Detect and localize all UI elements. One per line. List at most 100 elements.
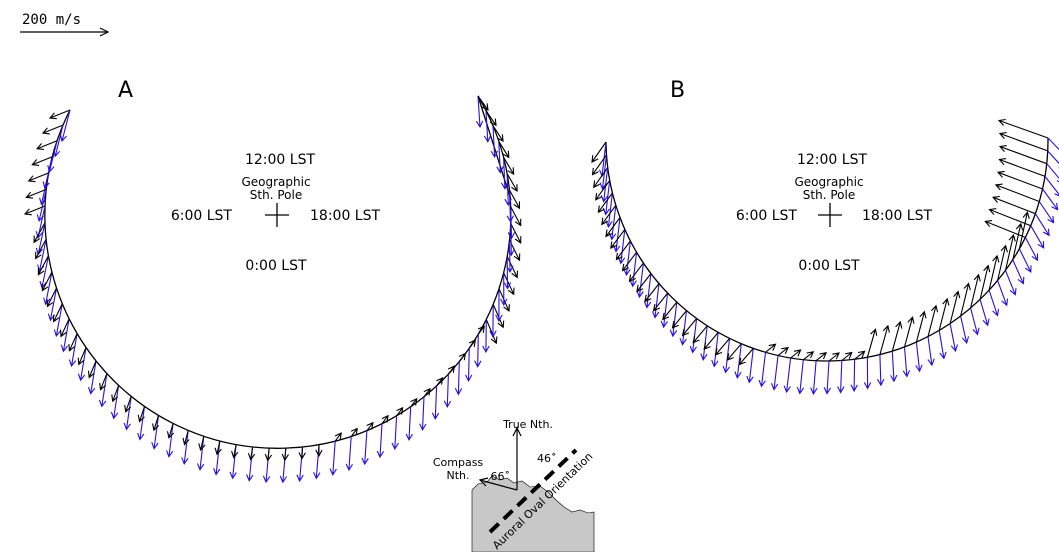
black-vector [994, 183, 1040, 203]
black-vector [927, 304, 939, 337]
blue-vector [1024, 237, 1039, 262]
blue-vector [43, 271, 53, 306]
panel-a-noon-label: 12:00 LST [245, 152, 315, 168]
blue-vector [902, 346, 911, 378]
blue-vector [475, 95, 484, 129]
black-vector [996, 170, 1043, 190]
blue-vector [1044, 176, 1059, 197]
black-vector [166, 423, 175, 439]
blue-vector [506, 190, 514, 223]
black-vector [1004, 233, 1016, 271]
blue-vector [1038, 201, 1055, 224]
black-vector [36, 140, 58, 150]
black-vector [198, 436, 206, 452]
black-vector [458, 352, 466, 362]
black-vector [949, 290, 961, 324]
black-vector [597, 192, 613, 214]
blue-vector [35, 205, 46, 239]
blue-vector [87, 360, 97, 395]
black-vector [591, 141, 607, 163]
black-vector [264, 448, 273, 462]
black-vector [988, 254, 1000, 291]
blue-vector [181, 430, 189, 465]
black-vector [485, 110, 497, 127]
blue-vector [629, 252, 638, 288]
black-vector [350, 427, 358, 437]
blue-vector [734, 343, 742, 379]
panel-b-dusk-label: 18:00 LST [862, 208, 932, 224]
blue-vector [465, 348, 473, 382]
blue-vector [68, 333, 78, 368]
black-vector [298, 446, 306, 460]
blue-vector [42, 156, 53, 190]
black-vector [984, 220, 1026, 238]
black-vector [423, 387, 431, 398]
black-vector [231, 444, 239, 459]
black-vector [509, 189, 521, 210]
blue-vector [997, 280, 1009, 307]
blue-vector [651, 283, 660, 319]
black-vector [214, 440, 222, 456]
black-vector [610, 229, 626, 250]
black-vector [182, 430, 190, 446]
black-vector [33, 222, 46, 244]
panel-a-letter: A [118, 78, 133, 103]
blue-vector [1004, 270, 1017, 296]
blue-vector [151, 415, 160, 450]
blue-vector [890, 351, 898, 383]
panel-a-pole-cross [265, 203, 289, 227]
black-vector [41, 271, 53, 292]
blue-vector [39, 172, 50, 206]
blue-vector [837, 360, 845, 394]
black-vector [628, 262, 644, 283]
blue-vector [37, 239, 47, 273]
black-vector [854, 350, 866, 360]
panel-a-vectors [23, 95, 522, 484]
black-vector [396, 406, 404, 417]
blue-vector [454, 361, 463, 396]
blue-vector [213, 440, 221, 476]
black-vector [915, 310, 927, 343]
auroral-oval-orientation-line [488, 448, 578, 534]
black-vector [25, 188, 47, 199]
black-vector [714, 338, 731, 356]
panel-a-midnight-label: 0:00 LST [245, 258, 307, 274]
black-vector [492, 304, 505, 329]
black-vector [315, 444, 323, 458]
black-vector [506, 173, 518, 193]
blue-vector [77, 347, 87, 382]
black-vector [828, 352, 840, 362]
blue-vector [482, 319, 490, 354]
blue-vector [700, 325, 708, 361]
blue-vector [483, 110, 492, 143]
black-vector [247, 446, 256, 461]
black-vector [593, 167, 609, 189]
blue-vector [770, 355, 779, 391]
blue-vector [1047, 150, 1059, 169]
black-vector [595, 180, 611, 201]
panel-a: A 12:00 LST Geographic Sth. Pole 6:00 LS… [23, 78, 522, 484]
blue-vector [1042, 188, 1059, 211]
panel-b-dawn-label: 6:00 LST [736, 208, 798, 224]
blue-vector [443, 374, 452, 409]
panel-b-letter: B [670, 78, 685, 103]
blue-vector [960, 315, 970, 345]
blue-vector [496, 141, 504, 174]
blue-vector [1046, 163, 1059, 183]
black-vector [447, 365, 456, 375]
blue-vector [391, 415, 399, 451]
blue-vector [1018, 248, 1032, 274]
black-vector [692, 325, 708, 344]
black-vector [366, 421, 374, 432]
panel-b-pole-cross [818, 203, 842, 227]
black-vector [492, 125, 504, 143]
black-vector [35, 239, 47, 260]
black-vector [510, 223, 522, 244]
black-vector [48, 109, 71, 120]
panel-b-vectors [591, 118, 1059, 396]
black-vector [998, 132, 1048, 152]
blue-vector [361, 430, 369, 466]
black-vector [879, 324, 890, 355]
blue-vector [863, 357, 872, 390]
black-vector [468, 339, 477, 349]
